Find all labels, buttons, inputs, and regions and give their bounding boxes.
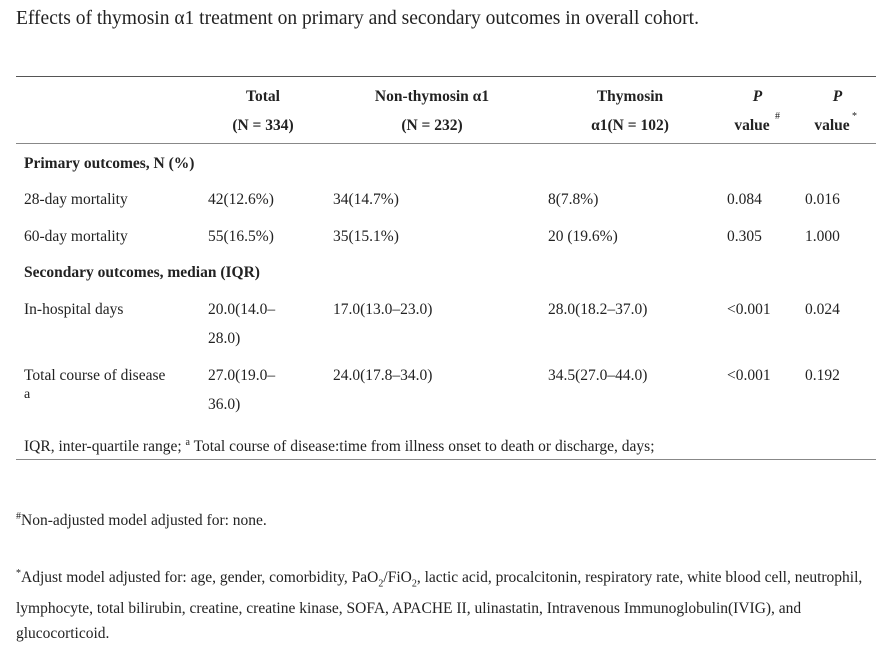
footnote-2-sub-2: 2 xyxy=(411,578,417,590)
table-cell-thymosin: 8(7.8%) xyxy=(548,191,599,208)
header-total-n: (N = 334) xyxy=(232,117,294,134)
table-cell-thymosin: 34.5(27.0–44.0) xyxy=(548,367,648,384)
table-note-mark: a xyxy=(185,437,190,448)
table-cell-p1: 0.305 xyxy=(727,228,762,245)
table-cell-total: 55(16.5%) xyxy=(208,228,274,245)
table-row-label: 28-day mortality xyxy=(24,191,128,208)
table-cell-total: 42(12.6%) xyxy=(208,191,274,208)
header-non-thymosin-n: (N = 232) xyxy=(401,117,463,134)
table-cell-p2: 0.024 xyxy=(805,301,840,318)
table-note-abbrev: IQR, inter-quartile range; xyxy=(24,438,182,456)
table-cell-thymosin: 28.0(18.2–37.0) xyxy=(548,301,648,318)
table-cell-non-thymosin: 17.0(13.0–23.0) xyxy=(333,301,433,318)
table-cell-p1: <0.001 xyxy=(727,367,771,384)
table-row-label: In-hospital days xyxy=(24,301,124,318)
table-note-definition: Total course of disease:time from illnes… xyxy=(193,438,655,456)
table-cell-p2: 0.192 xyxy=(805,367,840,384)
table-cell-total-cont: 36.0) xyxy=(208,396,241,413)
footnote-2-text-b: /FiO xyxy=(383,569,412,587)
table-cell-total: 20.0(14.0– xyxy=(208,301,276,318)
header-p-value-2-label: value xyxy=(814,117,850,134)
header-total: Total xyxy=(246,88,280,105)
header-non-thymosin: Non-thymosin α1 xyxy=(374,88,490,105)
table-cell-non-thymosin: 34(14.7%) xyxy=(333,191,399,208)
table-header-rule xyxy=(16,143,876,144)
header-p-value-2: P xyxy=(832,88,843,105)
footnote-1-text: Non-adjusted model adjusted for: none. xyxy=(21,512,267,530)
table-bottom-rule xyxy=(16,459,876,460)
table-cell-p1: 0.084 xyxy=(727,191,762,208)
header-thymosin: Thymosin xyxy=(596,88,664,105)
table-cell-total: 27.0(19.0– xyxy=(208,367,276,384)
table-top-rule xyxy=(16,76,876,77)
table-caption: Effects of thymosin α1 treatment on prim… xyxy=(16,8,699,29)
header-thymosin-n: α1(N = 102) xyxy=(591,117,669,134)
table-note: IQR, inter-quartile range; a Total cours… xyxy=(24,428,655,461)
footnote-2-text-c: , lactic acid, procalcitonin, respirator… xyxy=(16,569,863,643)
table-row-label-mark: a xyxy=(24,387,31,402)
table-cell-non-thymosin: 35(15.1%) xyxy=(333,228,399,245)
table-cell-total-cont: 28.0) xyxy=(208,330,241,347)
header-p-value-1: P xyxy=(752,88,763,105)
header-p-value-2-mark: * xyxy=(852,111,857,122)
table-cell-thymosin: 20 (19.6%) xyxy=(548,228,618,245)
footnote-2: *Adjust model adjusted for: age, gender,… xyxy=(16,561,871,646)
footnote-2-sub-1: 2 xyxy=(378,578,384,590)
footnote-2-text-a: Adjust model adjusted for: age, gender, … xyxy=(21,569,379,587)
footnote-2-mark: * xyxy=(16,568,21,579)
footnote-1: #Non-adjusted model adjusted for: none. xyxy=(16,511,267,530)
group-secondary-outcomes: Secondary outcomes, median (IQR) xyxy=(24,264,260,281)
table-cell-p2: 0.016 xyxy=(805,191,840,208)
table-cell-p1: <0.001 xyxy=(727,301,771,318)
header-p-value-1-mark: # xyxy=(775,111,780,122)
footnote-1-mark: # xyxy=(16,511,21,522)
header-p-value-1-label: value xyxy=(734,117,770,134)
table-row-label: Total course of disease xyxy=(24,367,166,384)
table-cell-p2: 1.000 xyxy=(805,228,840,245)
table-row-label: 60-day mortality xyxy=(24,228,128,245)
table-cell-non-thymosin: 24.0(17.8–34.0) xyxy=(333,367,433,384)
group-primary-outcomes: Primary outcomes, N (%) xyxy=(24,155,195,172)
